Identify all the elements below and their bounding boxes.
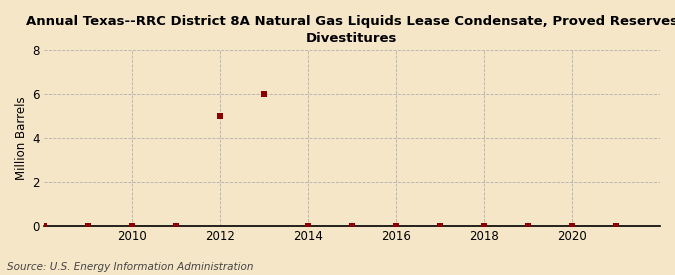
Point bbox=[479, 224, 489, 229]
Point bbox=[126, 224, 137, 229]
Point bbox=[611, 224, 622, 229]
Point bbox=[522, 224, 533, 229]
Point bbox=[391, 224, 402, 229]
Point bbox=[171, 224, 182, 229]
Point bbox=[38, 224, 49, 229]
Point bbox=[346, 224, 357, 229]
Point bbox=[82, 224, 93, 229]
Y-axis label: Million Barrels: Million Barrels bbox=[15, 97, 28, 180]
Point bbox=[259, 92, 269, 97]
Title: Annual Texas--RRC District 8A Natural Gas Liquids Lease Condensate, Proved Reser: Annual Texas--RRC District 8A Natural Ga… bbox=[26, 15, 675, 45]
Point bbox=[302, 224, 313, 229]
Point bbox=[566, 224, 577, 229]
Point bbox=[215, 114, 225, 119]
Text: Source: U.S. Energy Information Administration: Source: U.S. Energy Information Administ… bbox=[7, 262, 253, 272]
Point bbox=[435, 224, 446, 229]
